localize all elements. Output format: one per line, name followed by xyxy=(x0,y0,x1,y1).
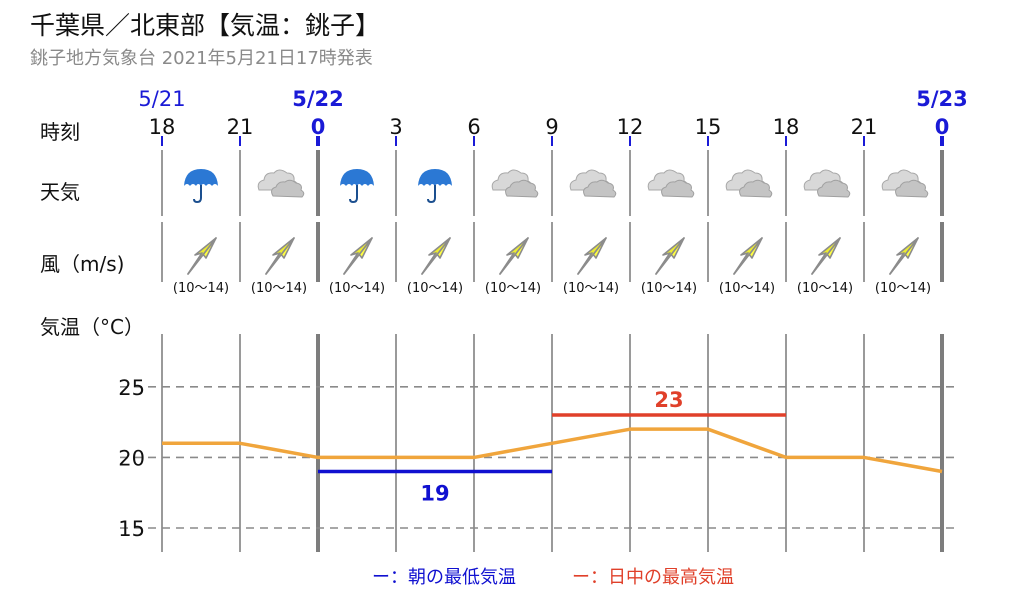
cloud-icon xyxy=(647,169,695,198)
y-tick-label: 25 xyxy=(118,376,145,400)
wind-speed-label: (10～14) xyxy=(875,281,931,296)
wind-speed-label: (10～14) xyxy=(329,281,385,296)
hour-label: 18 xyxy=(773,115,800,139)
date-label: 5/21 xyxy=(138,87,185,111)
hour-label: 9 xyxy=(545,115,558,139)
cloud-icon xyxy=(725,169,773,198)
wind-arrow-icon xyxy=(265,237,295,275)
cloud-icon xyxy=(257,169,305,198)
hour-label: 21 xyxy=(227,115,254,139)
cloud-icon xyxy=(881,169,929,198)
hour-label: 15 xyxy=(695,115,722,139)
y-tick-label: 15 xyxy=(118,517,145,541)
wind-speed-label: (10～14) xyxy=(173,281,229,296)
wind-arrow-icon xyxy=(811,237,841,275)
wind-arrow-shape xyxy=(655,237,685,275)
umbrella-icon xyxy=(340,169,374,204)
time-row-label: 時刻 xyxy=(40,120,80,144)
wind-arrow-icon xyxy=(889,237,919,275)
wind-speed-label: (10～14) xyxy=(251,281,307,296)
wind-arrow-shape xyxy=(343,237,373,275)
y-tick-label: 20 xyxy=(118,446,145,470)
umbrella-canopy xyxy=(418,169,452,186)
umbrella-icon xyxy=(418,169,452,204)
hour-label: 0 xyxy=(935,115,950,139)
wind-speed-label: (10～14) xyxy=(797,281,853,296)
umbrella-canopy xyxy=(184,169,218,186)
wind-arrow-icon xyxy=(187,237,217,275)
cloud-front xyxy=(583,179,617,198)
wind-arrow-icon xyxy=(733,237,763,275)
wind-arrow-shape xyxy=(265,237,295,275)
cloud-icon xyxy=(569,169,617,198)
wind-arrow-shape xyxy=(889,237,919,275)
wind-row-label: 風（m/s) xyxy=(40,252,125,276)
cloud-icon xyxy=(803,169,851,198)
wind-arrow-icon xyxy=(655,237,685,275)
wind-speed-label: (10～14) xyxy=(563,281,619,296)
umbrella-canopy xyxy=(340,169,374,186)
hour-label: 0 xyxy=(311,115,326,139)
wind-arrow-icon xyxy=(577,237,607,275)
wind-arrow-shape xyxy=(499,237,529,275)
date-label: 5/22 xyxy=(292,87,344,111)
temperature-row-label: 気温（°C） xyxy=(40,315,144,339)
hour-label: 6 xyxy=(467,115,480,139)
max-temp-label: 23 xyxy=(654,388,683,412)
cloud-icon xyxy=(491,169,539,198)
wind-arrow-icon xyxy=(343,237,373,275)
hour-label: 3 xyxy=(389,115,402,139)
wind-speed-label: (10～14) xyxy=(719,281,775,296)
wind-arrow-shape xyxy=(733,237,763,275)
wind-speed-label: (10～14) xyxy=(407,281,463,296)
wind-arrow-icon xyxy=(421,237,451,275)
wind-arrow-shape xyxy=(187,237,217,275)
hour-label: 21 xyxy=(851,115,878,139)
min-temp-label: 19 xyxy=(420,482,449,506)
umbrella-handle xyxy=(427,185,436,204)
wind-arrow-shape xyxy=(577,237,607,275)
wind-arrow-icon xyxy=(499,237,529,275)
cloud-front xyxy=(661,179,695,198)
page-title: 千葉県／北東部【気温：銚子】 xyxy=(30,11,381,40)
wind-speed-label: (10～14) xyxy=(641,281,697,296)
wind-arrow-shape xyxy=(811,237,841,275)
wind-speed-label: (10～14) xyxy=(485,281,541,296)
cloud-front xyxy=(895,179,929,198)
temperature-line xyxy=(162,427,943,474)
page-subtitle: 銚子地方気象台 2021年5月21日17時発表 xyxy=(30,48,373,69)
hour-label: 18 xyxy=(149,115,176,139)
date-label: 5/23 xyxy=(916,87,968,111)
cloud-front xyxy=(739,179,773,198)
umbrella-icon xyxy=(184,169,218,204)
wind-arrow-shape xyxy=(421,237,451,275)
umbrella-handle xyxy=(349,185,358,204)
umbrella-handle xyxy=(193,185,202,204)
cloud-front xyxy=(271,179,305,198)
cloud-front xyxy=(505,179,539,198)
legend-max-temp: ー：日中の最高気温 xyxy=(572,567,734,588)
cloud-front xyxy=(817,179,851,198)
legend-min-temp: ー：朝の最低気温 xyxy=(372,567,516,588)
weather-row-label: 天気 xyxy=(40,180,80,204)
hour-label: 12 xyxy=(617,115,644,139)
